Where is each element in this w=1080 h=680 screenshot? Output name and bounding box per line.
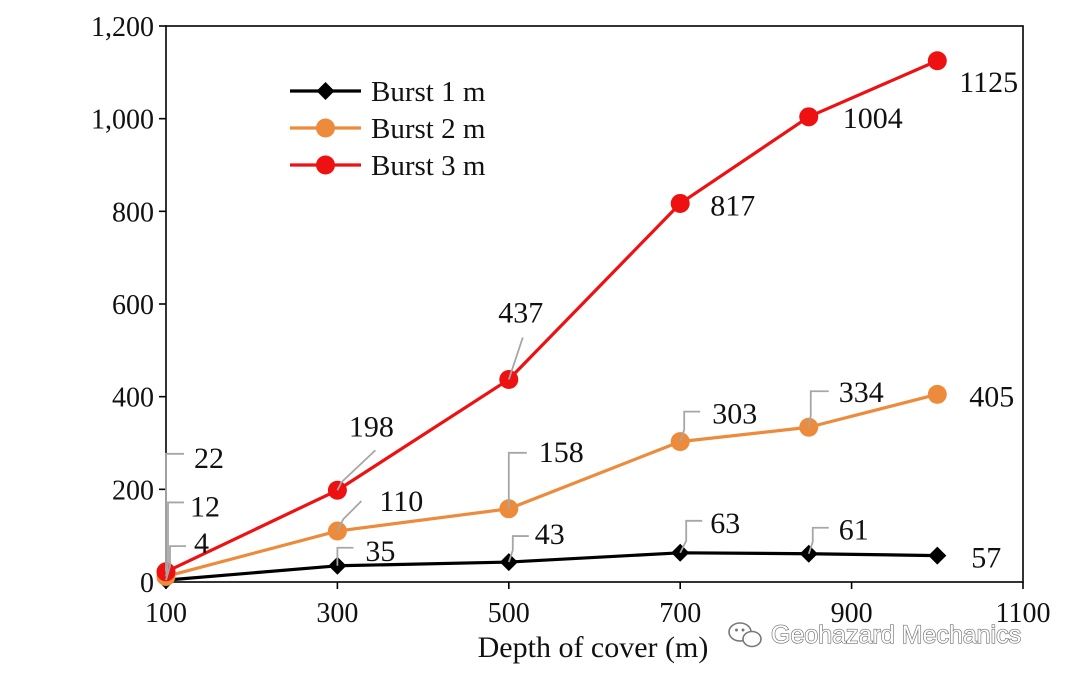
data-label-burst-3m: 437: [498, 297, 543, 330]
watermark-text: Geohazard Mechanics: [771, 621, 1021, 649]
data-label-burst-1m: 61: [839, 514, 869, 547]
x-axis-title: Depth of cover (m): [478, 631, 709, 664]
series-line: [165, 392, 938, 578]
y-tick-label: 0: [140, 568, 154, 599]
legend: Burst 1 m Burst 2 m Burst 3 m: [290, 76, 486, 182]
y-tick-label: 600: [112, 290, 154, 321]
legend-label: Burst 1 m: [371, 76, 486, 108]
data-label-burst-2m: 12: [190, 490, 220, 523]
leader-line: [507, 451, 527, 509]
data-label-burst-1m: 43: [535, 518, 565, 551]
leader-line: [807, 390, 829, 428]
x-axis: 100 300 500 700 900 1100: [145, 582, 1050, 629]
leader-line: [507, 337, 524, 380]
legend-marker: [316, 82, 335, 100]
data-label-burst-3m: 198: [349, 410, 394, 443]
x-tick-label: 1100: [996, 598, 1051, 629]
legend-marker: [316, 155, 335, 175]
legend-item-burst-2m: Burst 2 m: [290, 113, 486, 145]
series-line: [165, 59, 938, 574]
leader-line: [679, 519, 703, 554]
data-label-burst-1m: 35: [365, 535, 395, 568]
data-label-burst-2m: 158: [539, 436, 584, 469]
leader-line: [336, 500, 363, 532]
y-tick-label: 800: [112, 197, 154, 228]
wechat-icon: [728, 622, 762, 648]
data-label-burst-2m: 334: [839, 376, 884, 409]
data-point: [670, 193, 690, 213]
y-tick-label: 1,000: [91, 105, 154, 136]
leader-line: [165, 452, 184, 572]
data-label-burst-1m: 63: [710, 507, 740, 540]
x-tick-label: 100: [145, 598, 187, 629]
x-tick-label: 500: [488, 598, 530, 629]
data-label-burst-3m: 1125: [959, 66, 1018, 99]
data-label-burst-2m: 405: [969, 380, 1014, 413]
y-tick-label: 1,200: [91, 12, 154, 43]
leader-line: [807, 526, 829, 555]
watermark: Geohazard Mechanics: [728, 620, 1022, 650]
leader-line: [165, 501, 184, 577]
y-tick-label: 200: [112, 475, 154, 506]
leader-line: [679, 410, 701, 442]
data-label-burst-3m: 817: [710, 189, 755, 222]
legend-item-burst-3m: Burst 3 m: [290, 150, 486, 182]
data-label-burst-2m: 110: [379, 485, 423, 518]
data-point: [927, 51, 947, 71]
y-tick-label: 400: [112, 383, 154, 414]
data-label-burst-3m: 1004: [843, 102, 903, 135]
data-point: [927, 384, 947, 404]
data-label-burst-1m: 57: [971, 542, 1001, 575]
legend-label: Burst 2 m: [371, 113, 486, 145]
legend-item-burst-1m: Burst 1 m: [290, 76, 486, 108]
x-tick-label: 900: [831, 598, 873, 629]
data-point: [799, 107, 819, 127]
data-labels: 4 35 43 63 61 57 12 110 158 303 334 405 22 198 437 817 1…: [190, 66, 1018, 575]
leader-line: [336, 449, 377, 491]
data-label-burst-1m: 4: [194, 527, 209, 560]
leader-lines: [165, 337, 829, 581]
series-burst-3m: [156, 51, 947, 582]
data-label-burst-3m: 22: [194, 442, 224, 475]
y-axis: 0 200 400 600 800 1,000 1,200: [91, 12, 166, 599]
series-burst-2m: [156, 384, 947, 586]
data-label-burst-2m: 303: [712, 398, 757, 431]
data-point: [928, 546, 947, 565]
series-layer: [156, 51, 947, 590]
series-line: [165, 551, 938, 582]
legend-label: Burst 3 m: [371, 150, 486, 182]
leader-line: [507, 535, 529, 563]
leader-line: [336, 546, 354, 566]
leader-line: [165, 545, 186, 581]
x-tick-label: 300: [316, 598, 358, 629]
legend-marker: [316, 118, 335, 138]
x-tick-label: 700: [659, 598, 701, 629]
